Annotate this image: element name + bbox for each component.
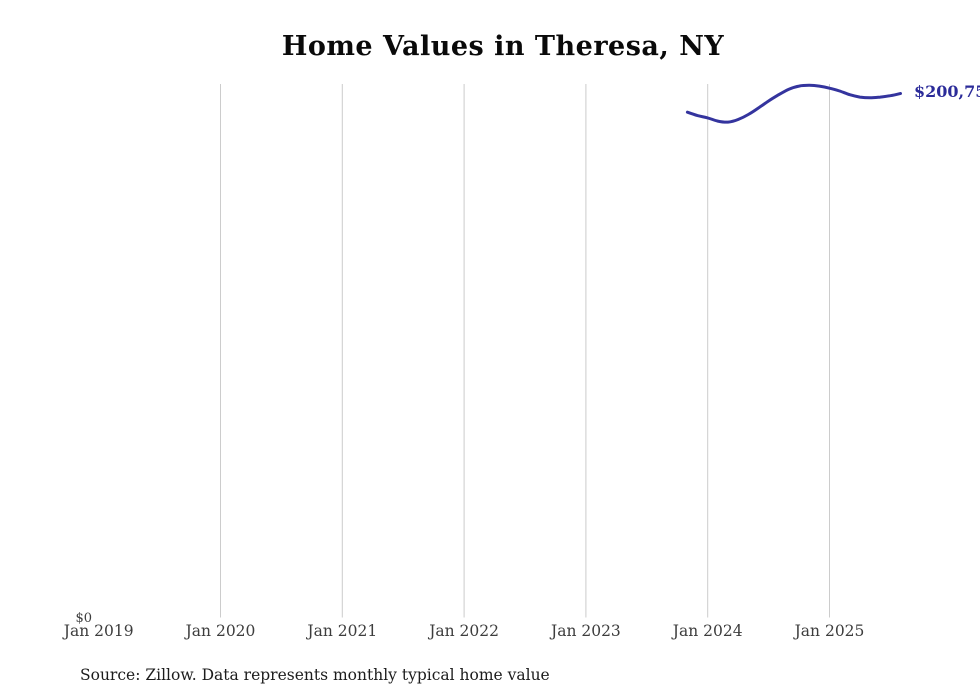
x-tick-label: Jan 2023 — [550, 622, 621, 640]
line-end-value-label: $200,75 — [914, 82, 980, 101]
home-value-line — [685, 83, 902, 124]
x-tick-label: Jan 2024 — [672, 622, 743, 640]
x-tick-label: Jan 2022 — [429, 622, 499, 640]
source-attribution: Source: Zillow. Data represents monthly … — [80, 666, 550, 684]
x-tick-label: Jan 2021 — [307, 622, 378, 640]
x-tick-label: Jan 2019 — [63, 622, 134, 640]
x-tick-label: Jan 2020 — [185, 622, 256, 640]
chart-title: Home Values in Theresa, NY — [281, 31, 725, 62]
gridlines-group — [220, 84, 830, 618]
y-axis-zero-label: $0 — [75, 611, 92, 626]
x-tick-label: Jan 2025 — [794, 622, 865, 640]
